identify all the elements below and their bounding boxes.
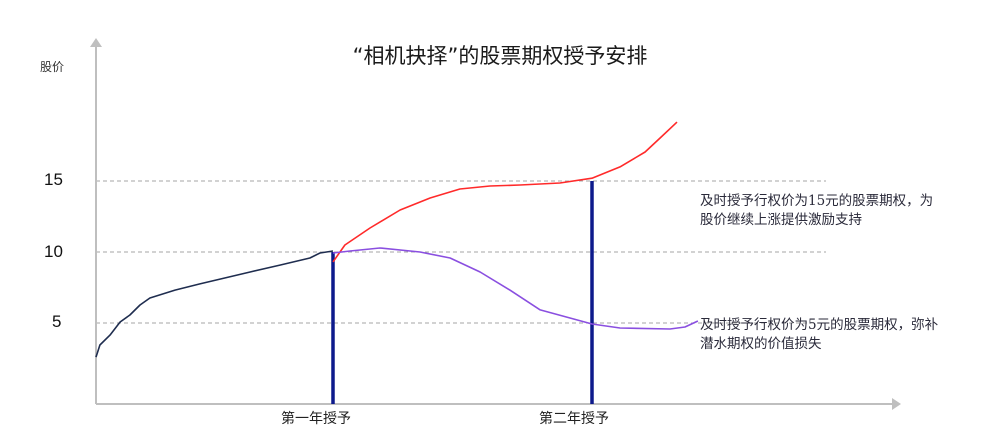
y-axis-arrow-icon (90, 38, 102, 47)
annotation-15: 及时授予行权价为15元的股票期权，为股价继续上涨提供激励支持 (700, 193, 934, 228)
chart-title: “相机抉择”的股票期权授予安排 (352, 44, 648, 68)
y-tick-5: 5 (52, 312, 62, 331)
series-line-2 (332, 121, 678, 263)
y-tick-15: 15 (44, 170, 63, 189)
series-line-1 (95, 250, 334, 358)
x-axis-arrow-icon (892, 398, 901, 410)
y-axis-label: 股价 (40, 60, 65, 74)
x-tick-first-grant: 第一年授予 (281, 411, 351, 427)
y-tick-10: 10 (44, 242, 63, 261)
series-line-3 (332, 247, 699, 330)
annotation-5: 及时授予行权价为5元的股票期权，弥补潜水期权的价值损失 (700, 317, 939, 352)
x-tick-second-grant: 第二年授予 (539, 411, 609, 427)
